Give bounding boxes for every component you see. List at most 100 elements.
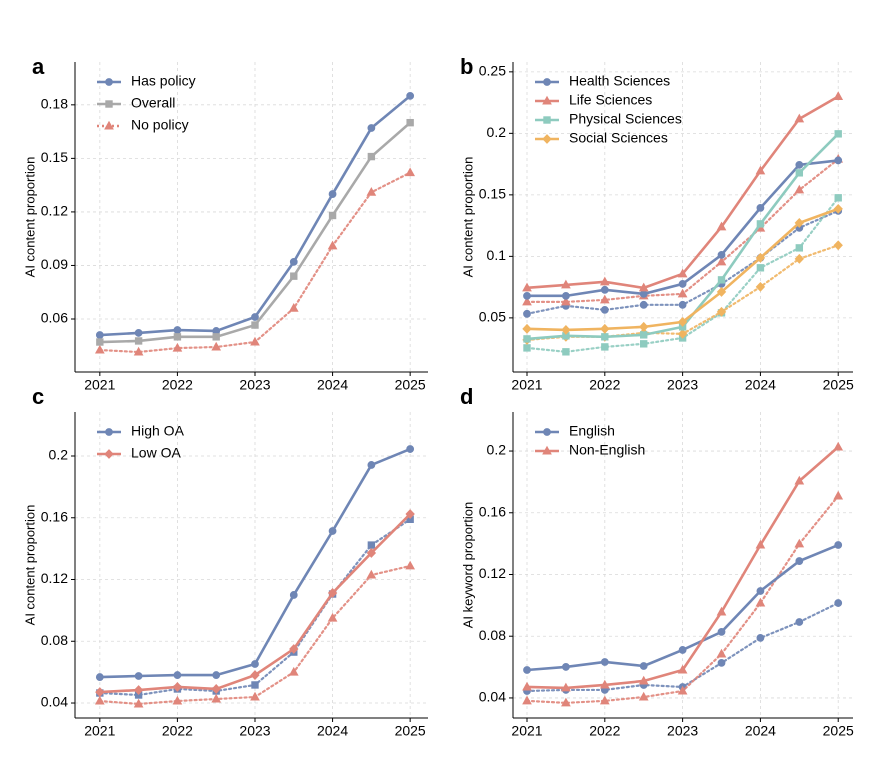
y-tick-label: 0.15: [479, 186, 506, 202]
data-point: [600, 285, 609, 294]
data-point: [212, 333, 220, 341]
data-point: [522, 323, 532, 334]
data-point: [95, 331, 104, 339]
data-point: [134, 329, 143, 337]
data-point: [327, 240, 338, 250]
y-axis-label: AI keyword proportion: [460, 502, 475, 628]
data-point: [367, 461, 376, 469]
data-point: [794, 538, 805, 548]
data-point: [133, 685, 144, 695]
data-point: [405, 560, 416, 570]
data-point: [133, 346, 144, 356]
legend-label: Non-English: [569, 442, 645, 458]
legend-label: English: [569, 423, 615, 439]
data-point: [755, 252, 766, 263]
data-point: [678, 280, 687, 288]
data-point: [289, 257, 298, 266]
data-point: [756, 264, 765, 272]
data-point: [366, 569, 377, 579]
x-tick-label: 2025: [823, 723, 854, 739]
y-tick-label: 0.08: [41, 632, 68, 648]
data-point: [599, 679, 610, 689]
data-point: [639, 321, 649, 332]
data-point: [795, 244, 804, 252]
data-point: [366, 187, 377, 196]
data-point: [134, 672, 143, 680]
data-point: [678, 646, 687, 654]
data-point: [717, 627, 726, 636]
data-point: [834, 194, 842, 202]
data-point: [328, 527, 337, 535]
data-point: [716, 648, 727, 658]
x-tick-label: 2022: [589, 723, 620, 739]
y-tick-label: 0.09: [41, 256, 68, 272]
legend-marker: [105, 78, 113, 86]
legend-marker: [542, 445, 552, 455]
y-tick-label: 0.25: [479, 63, 506, 79]
x-tick-label: 2025: [395, 377, 426, 393]
panel-label: b: [460, 54, 473, 79]
legend-label: Low OA: [131, 445, 181, 461]
data-point: [522, 296, 532, 306]
data-point: [288, 303, 299, 312]
data-point: [678, 300, 687, 309]
data-point: [173, 671, 182, 679]
data-point: [716, 221, 727, 231]
x-tick-label: 2023: [667, 377, 698, 393]
data-point: [523, 666, 531, 674]
legend-marker: [105, 100, 113, 108]
data-point: [523, 309, 531, 318]
y-tick-label: 0.2: [487, 442, 507, 458]
data-point: [794, 113, 805, 123]
data-point: [251, 660, 259, 668]
data-point: [562, 348, 570, 356]
y-tick-label: 0.12: [41, 203, 68, 219]
data-point: [795, 557, 804, 565]
data-point: [794, 253, 805, 264]
data-point: [406, 92, 415, 100]
data-point: [173, 333, 182, 341]
y-axis-label: AI content proportion: [22, 157, 37, 278]
data-point: [95, 673, 104, 681]
data-point: [523, 344, 531, 352]
data-point: [211, 693, 222, 703]
data-point: [833, 441, 844, 451]
legend-label: Health Sciences: [569, 73, 670, 89]
data-point: [795, 160, 804, 169]
data-point: [755, 597, 766, 607]
panel-label: a: [32, 54, 45, 79]
y-tick-label: 0.06: [41, 310, 68, 326]
data-point: [794, 217, 805, 228]
legend-label: No policy: [131, 117, 189, 133]
x-tick-label: 2024: [317, 377, 348, 393]
data-point: [677, 317, 688, 327]
data-point: [794, 475, 805, 485]
data-point: [794, 184, 805, 194]
data-point: [599, 695, 610, 705]
data-point: [755, 281, 766, 292]
data-point: [833, 203, 843, 214]
y-tick-label: 0.05: [479, 309, 506, 325]
legend-marker: [104, 120, 114, 130]
data-point: [133, 698, 144, 708]
data-point: [367, 541, 376, 549]
legend-marker: [542, 134, 552, 144]
data-point: [94, 344, 105, 354]
x-tick-label: 2023: [239, 377, 270, 393]
data-point: [755, 539, 766, 549]
y-axis-label: AI content proportion: [22, 505, 37, 626]
data-point: [290, 272, 298, 280]
legend-marker: [104, 449, 114, 459]
data-point: [717, 276, 726, 284]
data-point: [327, 588, 338, 598]
data-point: [94, 695, 105, 705]
x-tick-label: 2021: [84, 377, 115, 393]
data-point: [250, 336, 260, 346]
panel-label: d: [460, 384, 473, 409]
data-point: [599, 276, 610, 286]
y-tick-label: 0.16: [479, 503, 506, 519]
data-point: [677, 664, 688, 674]
data-point: [405, 509, 415, 519]
data-point: [601, 343, 609, 351]
